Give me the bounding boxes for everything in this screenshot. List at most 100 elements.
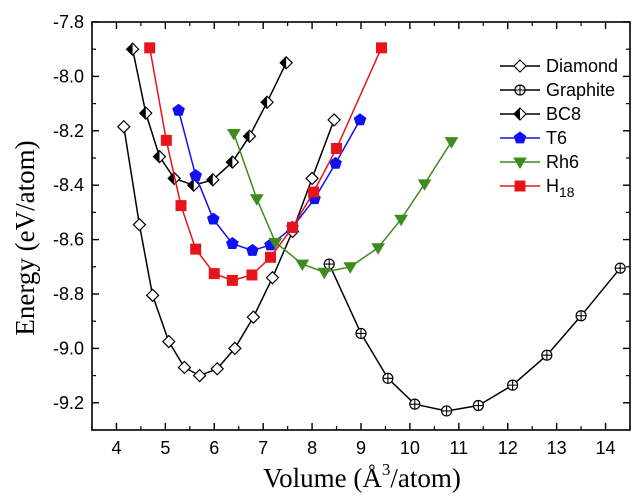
marker-shape <box>246 243 259 256</box>
legend: Diamond Graphite BC8 T6 Rh6 H18 <box>500 56 618 200</box>
data-point <box>444 137 459 149</box>
data-point <box>331 142 343 154</box>
series-line <box>177 110 361 252</box>
marker-shape <box>189 169 202 182</box>
marker-fill <box>261 96 268 109</box>
marker-shape <box>190 243 202 255</box>
data-point <box>116 119 131 134</box>
marker-shape <box>116 119 131 134</box>
x-tick-label: 14 <box>596 438 616 458</box>
marker-cross <box>473 400 484 411</box>
data-point <box>227 341 242 356</box>
data-point <box>295 259 310 272</box>
marker-shape <box>226 237 239 250</box>
marker-shape <box>327 113 341 127</box>
data-point <box>161 334 176 349</box>
data-point <box>206 212 220 225</box>
x-tick-label: 8 <box>307 438 317 458</box>
data-point <box>246 269 258 281</box>
marker-shape <box>514 180 526 192</box>
marker-fill <box>243 130 250 143</box>
legend-marker <box>513 157 527 169</box>
marker-fill <box>153 150 160 163</box>
marker-shape <box>353 113 367 126</box>
y-tick-label: -7.8 <box>53 12 84 32</box>
marker-shape <box>226 274 238 286</box>
series-line <box>233 133 453 273</box>
marker-shape <box>287 221 299 233</box>
data-point <box>353 113 367 126</box>
data-point <box>189 169 202 182</box>
marker-fill <box>280 56 287 69</box>
data-point <box>208 268 220 280</box>
marker-shape <box>208 268 220 280</box>
marker-shape <box>513 157 527 169</box>
legend-item-h18: H18 <box>500 176 575 200</box>
marker-shape <box>417 179 432 191</box>
x-tick-label: 12 <box>498 438 518 458</box>
marker-shape <box>160 134 172 146</box>
marker-fill <box>187 179 194 192</box>
data-point <box>260 95 274 110</box>
data-point <box>132 217 147 232</box>
data-point <box>409 398 421 410</box>
legend-marker <box>513 107 527 121</box>
legend-label: Graphite <box>546 80 615 100</box>
legend-item-rh6: Rh6 <box>500 152 579 172</box>
marker-shape <box>206 212 220 225</box>
marker-shape <box>371 243 386 255</box>
axes-frame: 4 5 6 7 8 9 10 11 12 13 14 -7.8 -8.0 -8.2 -8.4 -8.6 -8.8… <box>53 12 631 458</box>
marker-shape <box>331 142 343 154</box>
data-point <box>145 288 160 303</box>
data-point <box>242 129 257 144</box>
series-t6 <box>172 103 367 256</box>
data-point <box>172 103 185 116</box>
data-point <box>246 243 259 256</box>
data-point <box>355 327 367 340</box>
marker-shape <box>376 42 388 54</box>
data-point <box>327 113 341 127</box>
marker-fill <box>206 173 213 186</box>
data-point <box>125 42 140 57</box>
x-tick-label: 9 <box>356 438 366 458</box>
data-point <box>210 361 225 376</box>
y-tick-label: -8.2 <box>53 121 84 141</box>
data-point <box>192 368 207 383</box>
marker-shape <box>308 186 320 198</box>
series-line <box>148 47 383 282</box>
marker-cross <box>382 373 393 384</box>
data-point <box>265 270 280 285</box>
marker-shape <box>145 288 160 303</box>
marker-shape <box>265 270 280 285</box>
data-point <box>246 310 261 324</box>
marker-shape <box>246 269 258 281</box>
data-point <box>287 221 299 233</box>
marker-cross <box>409 399 420 410</box>
marker-shape <box>192 368 207 383</box>
y-tick-label: -8.6 <box>53 230 84 250</box>
marker-fill <box>139 107 146 120</box>
series-h18 <box>144 42 388 286</box>
data-point <box>225 155 240 169</box>
data-point <box>417 179 432 191</box>
data-point <box>175 200 187 212</box>
plot-area <box>116 42 626 417</box>
x-axis-title-sup: 3 <box>382 460 391 479</box>
y-tick-label: -9.0 <box>53 338 84 358</box>
x-tick-label: 4 <box>111 438 121 458</box>
x-axis-title-post: /atom) <box>390 463 460 493</box>
marker-cross <box>615 263 626 274</box>
marker-shape <box>249 194 264 206</box>
data-point <box>268 237 283 250</box>
x-tick-label: 13 <box>547 438 567 458</box>
marker-cross <box>324 259 335 270</box>
data-point <box>205 172 220 187</box>
legend-label: Rh6 <box>546 152 579 172</box>
marker-shape <box>226 129 241 141</box>
data-point <box>305 171 319 186</box>
x-axis-title-unit: Å <box>362 463 382 493</box>
x-axis-title: Volume (Å3/atom) <box>263 460 461 493</box>
marker-fill <box>226 156 233 169</box>
data-point <box>323 258 335 270</box>
